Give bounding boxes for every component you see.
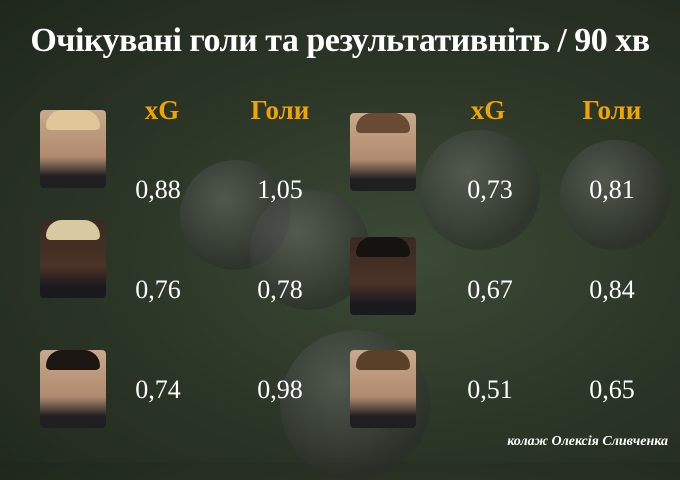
xg-value: 0,76 [135,275,181,304]
goals-value: 0,98 [257,375,303,404]
player-photo [40,350,106,428]
goals-value: 0,81 [589,175,635,204]
xg-value: 0,73 [467,175,513,204]
player-photo [40,110,106,188]
header-xg-right: xG [470,95,506,125]
xg-value: 0,51 [467,375,513,404]
goals-value: 0,78 [257,275,303,304]
credit-caption: колаж Олексія Сливченка [507,434,668,449]
page-title: Очікувані голи та результативніть / 90 х… [30,22,650,59]
football-background [560,140,670,250]
player-photo [350,237,416,315]
header-goals-right: Голи [582,95,642,125]
player-photo [350,113,416,191]
header-goals-left: Голи [250,95,310,125]
goals-value: 0,65 [589,375,635,404]
football-background [420,130,540,250]
header-xg-left: xG [144,95,180,125]
player-photo [40,220,106,298]
player-photo [350,350,416,428]
goals-value: 0,84 [589,275,635,304]
xg-value: 0,88 [135,175,181,204]
goals-value: 1,05 [257,175,303,204]
xg-value: 0,74 [135,375,181,404]
xg-value: 0,67 [467,275,513,304]
